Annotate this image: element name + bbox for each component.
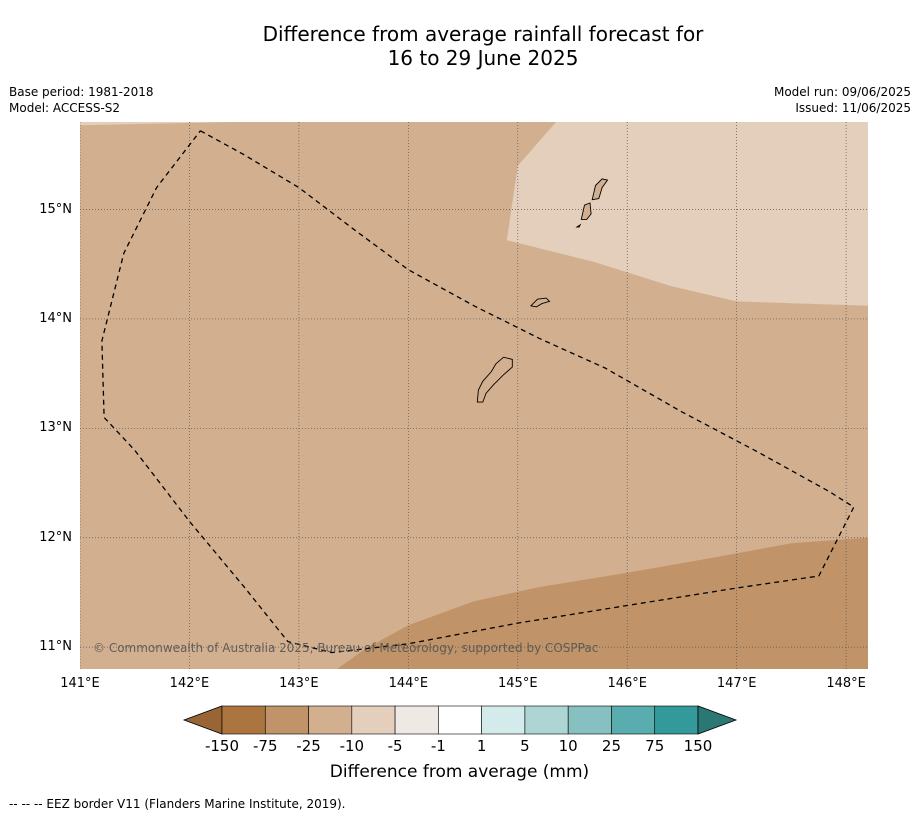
colorbar-tick-5: -1 (430, 737, 446, 755)
colorbar-bin-8 (567, 705, 612, 735)
issued-text: Issued: 11/06/2025 (795, 101, 911, 115)
eez-footnote: -- -- -- EEZ border V11 (Flanders Marine… (9, 797, 346, 811)
lat-label-14: 14°N (39, 310, 72, 326)
colorbar-tick-1: -75 (253, 737, 278, 755)
lon-label-144: 144°E (388, 676, 429, 691)
lon-label-143: 143°E (279, 676, 319, 691)
meta-right: Model run: 09/06/2025 Issued: 11/06/2025 (774, 84, 911, 116)
colorbar-bin-1 (264, 705, 309, 735)
base-period-text: Base period: 1981-2018 (9, 85, 154, 99)
island-tinian (580, 202, 592, 220)
lon-label-147: 147°E (716, 676, 757, 691)
colorbar-tick-8: 10 (558, 737, 578, 755)
lat-label-11: 11°N (39, 639, 72, 655)
model-run-text: Model run: 09/06/2025 (773, 85, 911, 99)
colorbar-bin-0 (221, 705, 266, 735)
island-guam (476, 356, 513, 403)
lon-label-142: 142°E (169, 676, 210, 691)
colorbar-tick-9: 25 (601, 737, 621, 755)
colorbar-bin-4 (394, 705, 439, 735)
chart-title: Difference from average rainfall forecas… (0, 22, 919, 70)
rainfall-zone-1 (80, 122, 234, 126)
colorbar-tick-4: -5 (387, 737, 403, 755)
meta-left: Base period: 1981-2018 Model: ACCESS-S2 (9, 84, 154, 116)
colorbar-tick-10: 75 (645, 737, 665, 755)
colorbar-tick-11: 150 (683, 737, 713, 755)
colorbar-bin-2 (308, 705, 353, 735)
rainfall-zone-0 (506, 122, 868, 306)
colorbar-bin-5 (438, 705, 482, 735)
model-text: Model: ACCESS-S2 (9, 101, 121, 115)
colorbar-tick-6: 1 (476, 737, 487, 755)
gridlines (80, 122, 868, 669)
rainfall-zones (80, 122, 868, 669)
lon-label-146: 146°E (607, 676, 647, 691)
lon-label-148: 148°E (826, 676, 866, 691)
lat-label-15: 15°N (39, 201, 72, 217)
island-rota (529, 297, 551, 308)
rainfall-zone-2 (337, 537, 868, 669)
colorbar-tick-3: -10 (339, 737, 365, 755)
islands (476, 178, 609, 403)
colorbar-over-arrow (697, 705, 738, 735)
colorbar-tick-2: -25 (296, 737, 321, 755)
colorbar-tick-0: -150 (204, 737, 240, 755)
lon-label-141: 141°E (60, 676, 100, 691)
island-aguijan (575, 223, 582, 228)
colorbar-bin-6 (481, 705, 526, 735)
colorbar-bin-3 (351, 705, 396, 735)
colorbar-under-arrow (182, 705, 223, 735)
lat-label-13: 13°N (39, 420, 72, 436)
colorbar-bin-10 (654, 705, 699, 735)
title-line-2: 16 to 29 June 2025 (387, 46, 579, 70)
lat-label-12: 12°N (39, 529, 72, 545)
colorbar-bin-9 (611, 705, 656, 735)
island-saipan (591, 178, 609, 201)
lon-label-145: 145°E (498, 676, 538, 691)
colorbar-title: Difference from average (mm) (329, 762, 590, 782)
title-line-1: Difference from average rainfall forecas… (262, 22, 704, 46)
colorbar-bin-7 (524, 705, 569, 735)
copyright-notice: © Commonwealth of Australia 2025, Bureau… (93, 641, 599, 655)
colorbar-tick-7: 5 (520, 737, 530, 755)
